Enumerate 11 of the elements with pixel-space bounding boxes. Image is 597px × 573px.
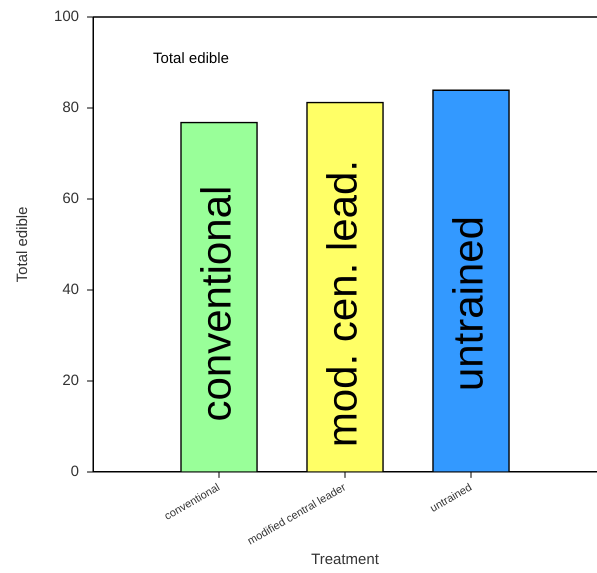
y-tick-label: 20 <box>62 372 80 390</box>
y-tick-label: 80 <box>62 99 80 116</box>
y-tick-label: 60 <box>62 190 80 208</box>
x-axis-title: Treatment <box>311 551 380 568</box>
annotation: mod. cen. lead. <box>318 160 366 448</box>
annotation: untrained <box>444 216 492 392</box>
annotation: Total edible <box>153 50 229 68</box>
y-axis-title: Total edible <box>14 206 32 282</box>
y-tick-label: 100 <box>54 8 80 26</box>
y-tick-label: 40 <box>62 281 80 298</box>
y-tick-label: 0 <box>70 463 80 480</box>
